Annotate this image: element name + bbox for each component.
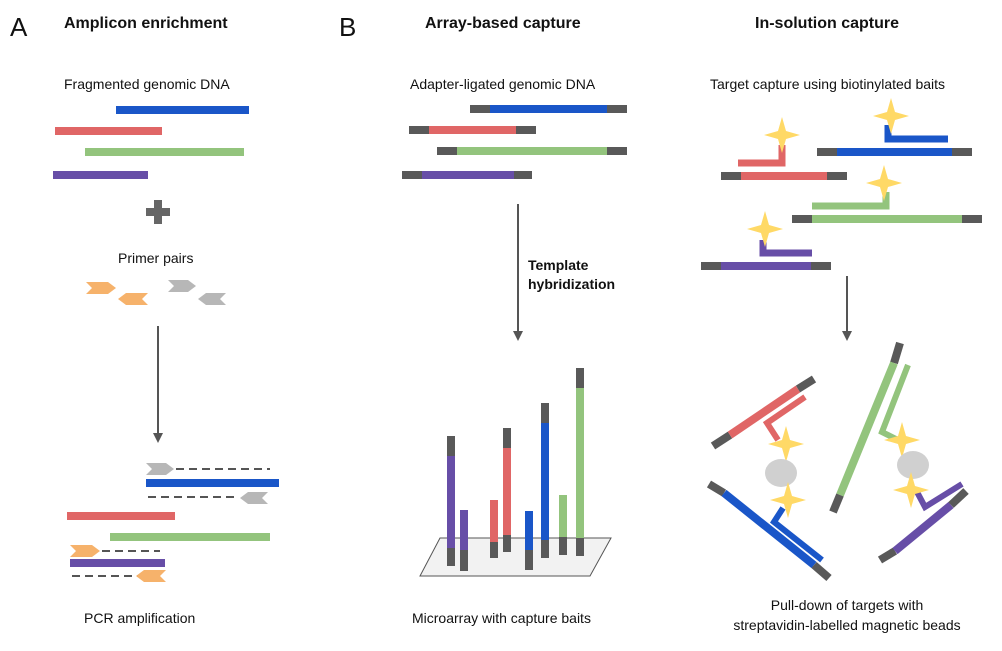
panel-a-title: Amplicon enrichment — [64, 15, 228, 32]
pulldown-label-line2: streptavidin-labelled magnetic beads — [733, 617, 960, 633]
primer-orange-icon — [70, 545, 100, 557]
captured-purple — [877, 472, 969, 564]
captured-green — [829, 341, 929, 514]
pulldown-label-line1: Pull-down of targets with — [771, 597, 924, 613]
hybrid-purple — [701, 211, 831, 270]
primer-pairs — [86, 280, 226, 305]
microarray-label: Microarray with capture baits — [412, 610, 591, 626]
array-capture-title: Array-based capture — [425, 15, 581, 32]
bead-pulldown-illustration — [706, 341, 969, 582]
pcr-amplification-label: PCR amplification — [84, 610, 195, 626]
panel-b-array: B Array-based capture Adapter-ligated ge… — [339, 12, 627, 626]
solution-capture-title: In-solution capture — [755, 15, 899, 32]
primer-orange-icon — [136, 570, 166, 582]
primer-forward-orange-icon — [86, 282, 116, 294]
adapter-ligated-dna-label: Adapter-ligated genomic DNA — [410, 76, 596, 92]
fragmented-dna-label: Fragmented genomic DNA — [64, 76, 230, 92]
primer-reverse-gray-icon — [198, 293, 226, 305]
biotin-star-icon — [764, 117, 800, 153]
captured-red — [710, 375, 817, 487]
panel-b-solution: In-solution capture Target capture using… — [701, 15, 982, 633]
adapter-ligated-fragments — [402, 105, 627, 179]
biotin-star-icon — [873, 98, 909, 134]
template-hybridization-label-1: Template — [528, 257, 589, 273]
primer-reverse-orange-icon — [118, 293, 148, 305]
panel-b-letter: B — [339, 12, 356, 42]
biotin-star-icon — [770, 482, 806, 518]
panel-a-letter: A — [10, 12, 28, 42]
microarray-illustration — [419, 368, 612, 577]
hybrid-blue — [817, 98, 972, 156]
primer-forward-gray-icon — [168, 280, 196, 292]
pcr-amplification-illustration — [67, 463, 279, 582]
bait-target-hybrids — [701, 98, 982, 270]
biotin-star-icon — [747, 211, 783, 247]
capture-baits — [447, 368, 584, 571]
primer-gray-icon — [240, 492, 268, 504]
template-hybridization-label-2: hybridization — [528, 276, 615, 292]
primer-pairs-label: Primer pairs — [118, 250, 193, 266]
hybrid-green — [792, 165, 982, 223]
hybrid-red — [721, 117, 847, 180]
panel-a: A Amplicon enrichment Fragmented genomic… — [10, 12, 279, 626]
biotinylated-baits-label: Target capture using biotinylated baits — [710, 76, 945, 92]
primer-gray-icon — [146, 463, 174, 475]
plus-icon — [146, 200, 170, 224]
magnetic-bead — [765, 459, 797, 487]
biotin-star-icon — [866, 165, 902, 201]
dna-fragments — [53, 106, 249, 179]
captured-blue — [706, 480, 832, 582]
magnetic-bead — [897, 451, 929, 479]
